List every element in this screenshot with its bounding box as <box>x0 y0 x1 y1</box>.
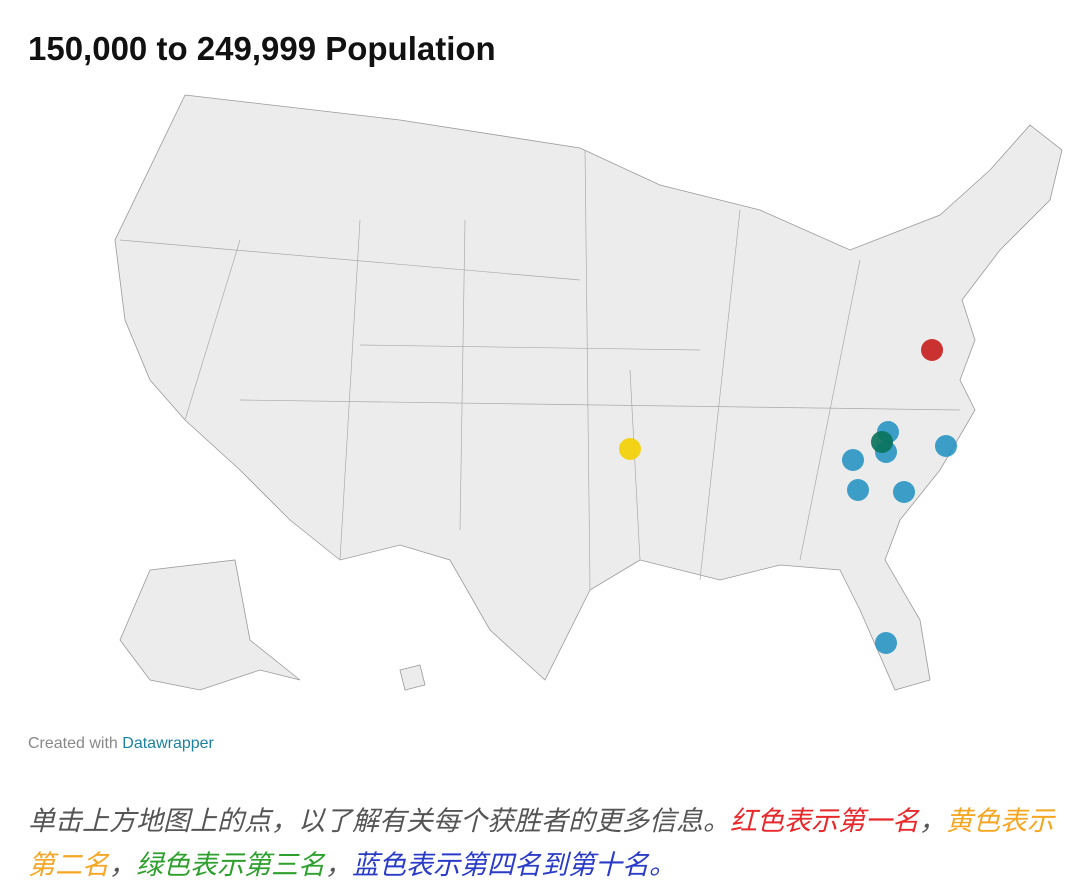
map-point[interactable] <box>847 479 869 501</box>
caption-segment: 绿色表示第三名 <box>136 850 325 881</box>
map-point[interactable] <box>875 632 897 654</box>
caption-segment: 蓝色表示第四名到第十名。 <box>352 850 676 881</box>
us-outline <box>114 94 1063 691</box>
credit-link[interactable]: Datawrapper <box>122 735 214 752</box>
map-point[interactable] <box>893 481 915 503</box>
caption-segment: ， <box>109 850 136 881</box>
hawaii <box>399 664 426 691</box>
state-lines <box>119 149 961 591</box>
map-point[interactable] <box>871 431 893 453</box>
caption-segment: 黄色表示第二名 <box>28 806 1054 881</box>
caption-segment: ， <box>325 850 352 881</box>
title: 150,000 to 249,999 Population <box>28 30 496 67</box>
alaska <box>119 559 301 691</box>
caption: 单击上方地图上的点，以了解有关每个获胜者的更多信息。红色表示第一名，黄色表示第二… <box>28 800 1058 888</box>
map-point[interactable] <box>619 438 641 460</box>
caption-segment: ， <box>919 806 946 837</box>
map-point[interactable] <box>921 339 943 361</box>
credit-prefix: Created with <box>28 735 118 752</box>
map-point[interactable] <box>935 435 957 457</box>
map <box>114 94 1063 691</box>
caption-segment: 红色表示第一名 <box>730 806 919 837</box>
credit: Created with Datawrapper <box>28 735 214 753</box>
map-point[interactable] <box>842 449 864 471</box>
caption-segment: 单击上方地图上的点，以了解有关每个获胜者的更多信息。 <box>28 806 730 837</box>
